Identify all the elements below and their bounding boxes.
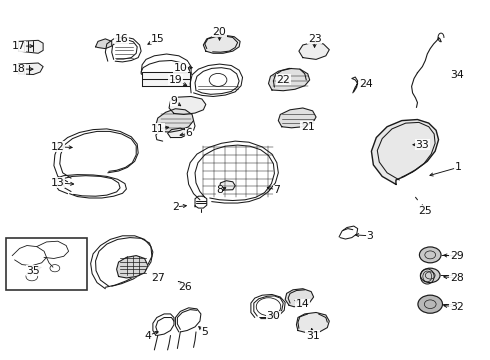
Polygon shape (296, 312, 329, 333)
Polygon shape (169, 96, 206, 114)
Polygon shape (117, 256, 148, 278)
Text: 2: 2 (172, 202, 179, 212)
Text: 34: 34 (450, 70, 464, 80)
Polygon shape (278, 108, 316, 128)
Polygon shape (285, 289, 314, 307)
Polygon shape (269, 68, 310, 91)
Polygon shape (371, 120, 439, 184)
Circle shape (420, 268, 440, 283)
Text: 5: 5 (201, 327, 208, 337)
Polygon shape (156, 109, 194, 132)
Text: 9: 9 (171, 96, 177, 106)
Text: 13: 13 (51, 178, 65, 188)
Text: 26: 26 (178, 282, 192, 292)
Ellipse shape (420, 269, 434, 284)
Text: 28: 28 (450, 273, 464, 283)
Text: 27: 27 (151, 273, 165, 283)
Text: 12: 12 (51, 142, 65, 152)
Text: 29: 29 (450, 251, 464, 261)
Polygon shape (19, 63, 43, 75)
Polygon shape (96, 39, 112, 49)
Polygon shape (203, 35, 240, 53)
Text: 15: 15 (151, 34, 165, 44)
Text: 19: 19 (169, 75, 182, 85)
Text: 18: 18 (12, 64, 25, 74)
Polygon shape (19, 40, 43, 53)
Text: 33: 33 (416, 140, 429, 150)
Text: 30: 30 (267, 311, 280, 321)
Text: 21: 21 (301, 122, 315, 132)
Text: 7: 7 (273, 185, 280, 195)
Text: 35: 35 (26, 266, 40, 276)
Circle shape (419, 247, 441, 263)
Text: 8: 8 (216, 185, 223, 195)
Circle shape (418, 295, 442, 313)
Polygon shape (220, 181, 235, 190)
Text: 6: 6 (185, 128, 192, 138)
Text: 11: 11 (151, 124, 165, 134)
Text: 4: 4 (145, 330, 151, 341)
Text: 22: 22 (276, 75, 290, 85)
Polygon shape (142, 72, 190, 86)
Polygon shape (168, 128, 187, 138)
Text: 25: 25 (418, 206, 432, 216)
Text: 16: 16 (115, 34, 128, 44)
Text: 32: 32 (450, 302, 464, 312)
Polygon shape (299, 42, 329, 59)
Text: 31: 31 (306, 330, 319, 341)
Text: 23: 23 (308, 34, 321, 44)
Text: 1: 1 (455, 162, 462, 172)
Text: 17: 17 (12, 41, 25, 51)
Text: 10: 10 (173, 63, 187, 73)
Text: 20: 20 (213, 27, 226, 37)
Text: 24: 24 (360, 78, 373, 89)
Bar (6, 238, 87, 290)
Text: 3: 3 (367, 231, 373, 241)
Text: 14: 14 (296, 299, 310, 309)
